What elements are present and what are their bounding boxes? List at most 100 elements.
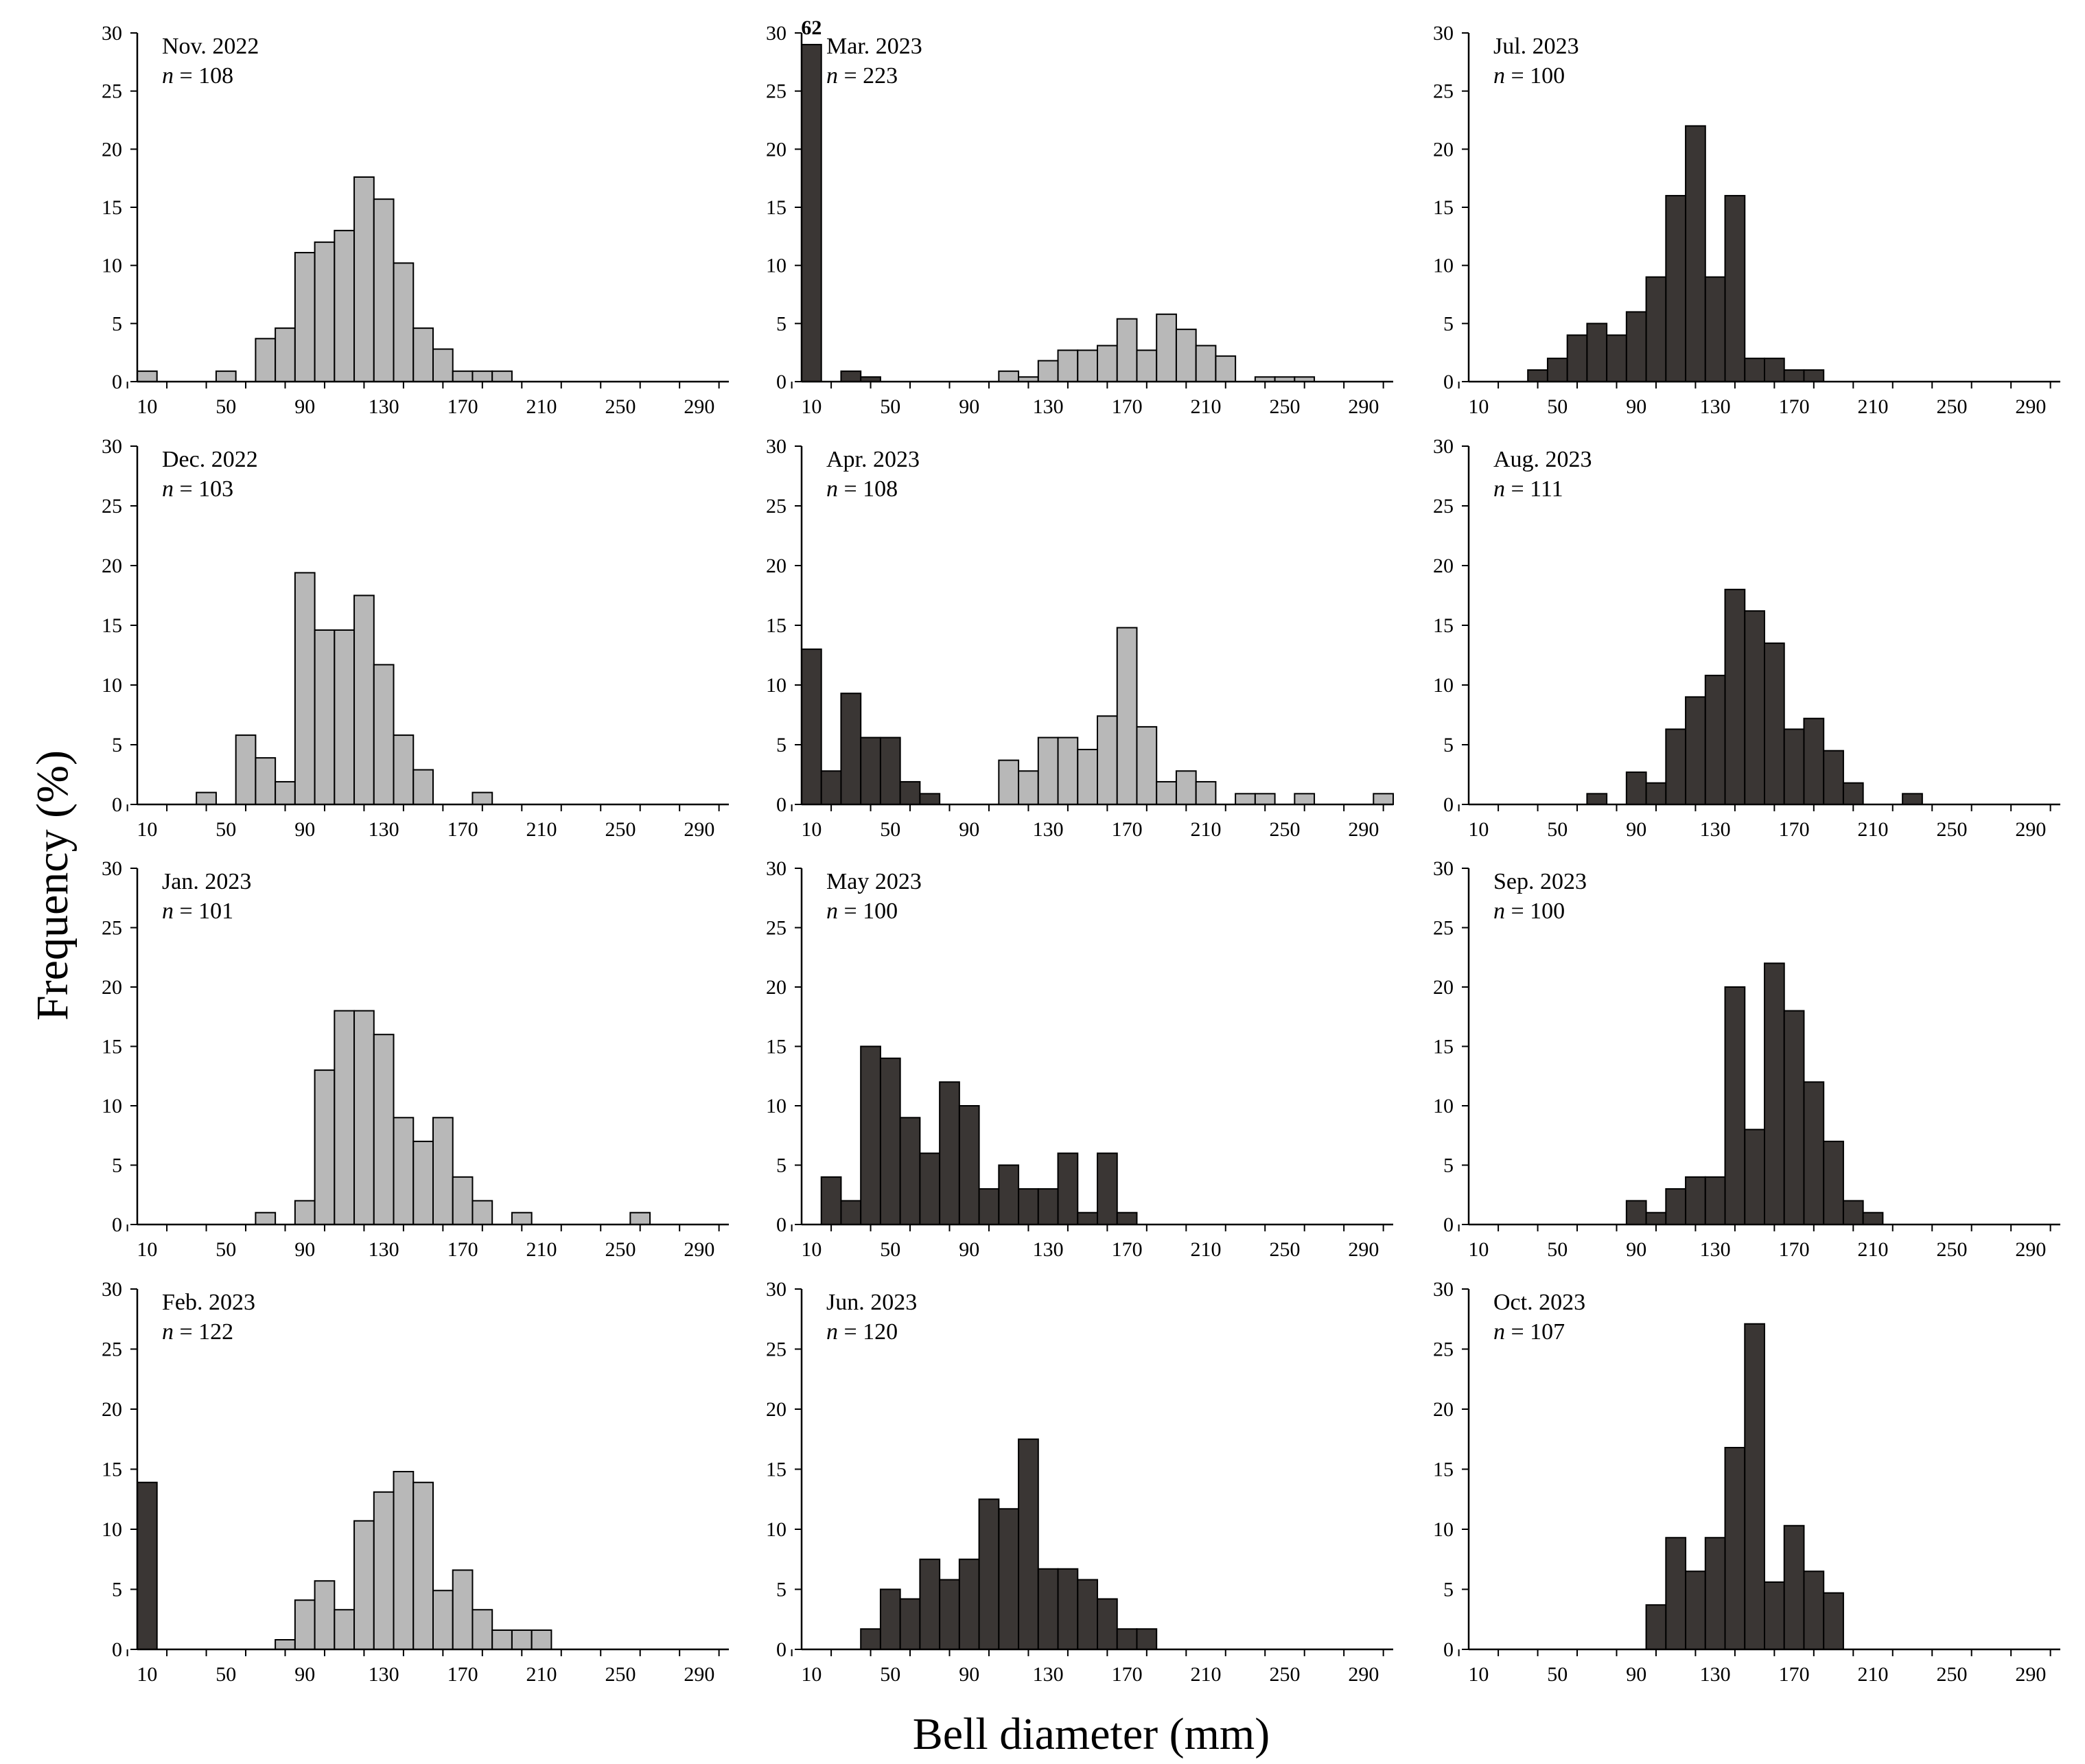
y-tick-label: 0 [112,793,122,816]
histogram-bar [275,780,296,805]
x-tick-label: 250 [605,395,636,418]
histogram-bar [275,327,296,382]
histogram-bar [1764,1581,1785,1650]
x-tick-label: 210 [1191,1238,1222,1261]
histogram-bar [1116,1211,1138,1225]
histogram-bar [1077,1211,1099,1225]
x-tick-label: 210 [1191,818,1222,841]
histogram-bar [879,1588,901,1650]
x-tick-label: 210 [1858,1238,1889,1261]
x-tick-label: 250 [605,818,636,841]
x-tick-label: 10 [1468,395,1489,418]
histogram-bar [452,1176,474,1226]
histogram-bar [801,648,822,805]
histogram-bar [1097,715,1118,805]
y-tick-label: 20 [102,555,122,577]
panel-sample-size: n = 122 [162,1319,233,1345]
y-tick-label: 5 [112,1154,122,1177]
histogram-bar [1116,1628,1138,1650]
y-tick-label: 20 [1433,555,1454,577]
histogram-bar [1136,726,1158,806]
y-tick-label: 30 [1433,1278,1454,1301]
histogram-bar [255,338,277,383]
histogram-bar [1665,195,1687,382]
y-tick-label: 15 [102,614,122,637]
x-tick-label: 290 [684,1663,714,1686]
y-tick-label: 15 [1433,1459,1454,1481]
y-tick-label: 25 [102,495,122,518]
histogram-bar [294,1599,316,1650]
x-tick-label: 290 [2015,395,2046,418]
histogram-bar [1195,345,1217,382]
histogram-bar [137,370,158,383]
x-tick-label: 130 [369,1238,399,1261]
histogram-bar [334,1609,356,1650]
x-tick-label: 290 [2015,1663,2046,1686]
histogram-bar [1665,1188,1687,1225]
x-tick-label: 170 [1112,818,1143,841]
x-tick-label: 250 [1936,395,1967,418]
panel-sample-size: n = 111 [1493,476,1563,502]
histogram-bar [1823,1592,1844,1650]
y-tick-label: 30 [102,22,122,45]
x-tick-label: 130 [369,818,399,841]
bar-overflow-annotation: 62 [801,16,822,39]
histogram-bar [1724,195,1746,382]
x-tick-label: 90 [294,1663,315,1686]
x-tick-label: 130 [1700,1238,1731,1261]
y-tick-label: 15 [766,1036,787,1058]
y-tick-label: 0 [1443,793,1454,816]
x-tick-label: 170 [1779,1238,1810,1261]
histogram-bar [1902,793,1923,805]
y-tick-label: 0 [1443,1638,1454,1661]
histogram-bar [998,370,1020,383]
y-tick-label: 20 [1433,976,1454,999]
histogram-bar [1625,771,1647,806]
histogram-bar [978,1188,1000,1225]
panel-month-label: Jul. 2023 [1493,34,1579,59]
histogram-bar [491,370,513,383]
y-tick-label: 0 [112,1214,122,1236]
histogram-bar [353,176,375,382]
x-tick-label: 50 [216,1238,236,1261]
y-tick-label: 0 [1443,1214,1454,1236]
y-tick-label: 20 [102,976,122,999]
x-tick-label: 50 [216,818,236,841]
y-tick-label: 0 [776,793,787,816]
x-tick-label: 90 [959,395,979,418]
y-tick-label: 25 [766,495,787,518]
x-tick-label: 250 [605,1663,636,1686]
x-tick-label: 10 [137,818,157,841]
y-tick-label: 15 [766,1459,787,1481]
histogram-bar [1625,311,1647,382]
histogram-bar [1077,1579,1099,1650]
x-tick-label: 210 [1191,395,1222,418]
histogram-bar [294,572,316,805]
histogram-bar [1097,345,1118,382]
histogram-bar [1803,1570,1825,1650]
y-tick-label: 20 [766,555,787,577]
x-tick-label: 90 [1626,1663,1646,1686]
histogram-bar [998,1164,1020,1225]
histogram-bar [1175,328,1197,382]
x-tick-label: 10 [1468,1663,1489,1686]
panel-month-label: Jun. 2023 [826,1290,917,1315]
y-tick-label: 30 [766,1278,787,1301]
panel-sample-size: n = 120 [826,1319,898,1345]
histogram-bar [255,1211,277,1225]
x-tick-label: 210 [526,818,557,841]
y-tick-label: 15 [1433,1036,1454,1058]
x-tick-label: 90 [959,1663,979,1686]
histogram-bar [919,1152,941,1225]
histogram-bar [1037,1568,1059,1650]
x-tick-label: 50 [1547,395,1568,418]
y-tick-label: 25 [102,917,122,940]
x-tick-label: 10 [801,1663,822,1686]
histogram-bar [314,241,336,382]
histogram-bar [215,370,237,383]
y-tick-label: 25 [1433,495,1454,518]
histogram-bar [373,1034,395,1225]
histogram-bar [531,1629,552,1650]
y-tick-label: 20 [1433,1398,1454,1421]
x-tick-label: 290 [1348,1238,1379,1261]
